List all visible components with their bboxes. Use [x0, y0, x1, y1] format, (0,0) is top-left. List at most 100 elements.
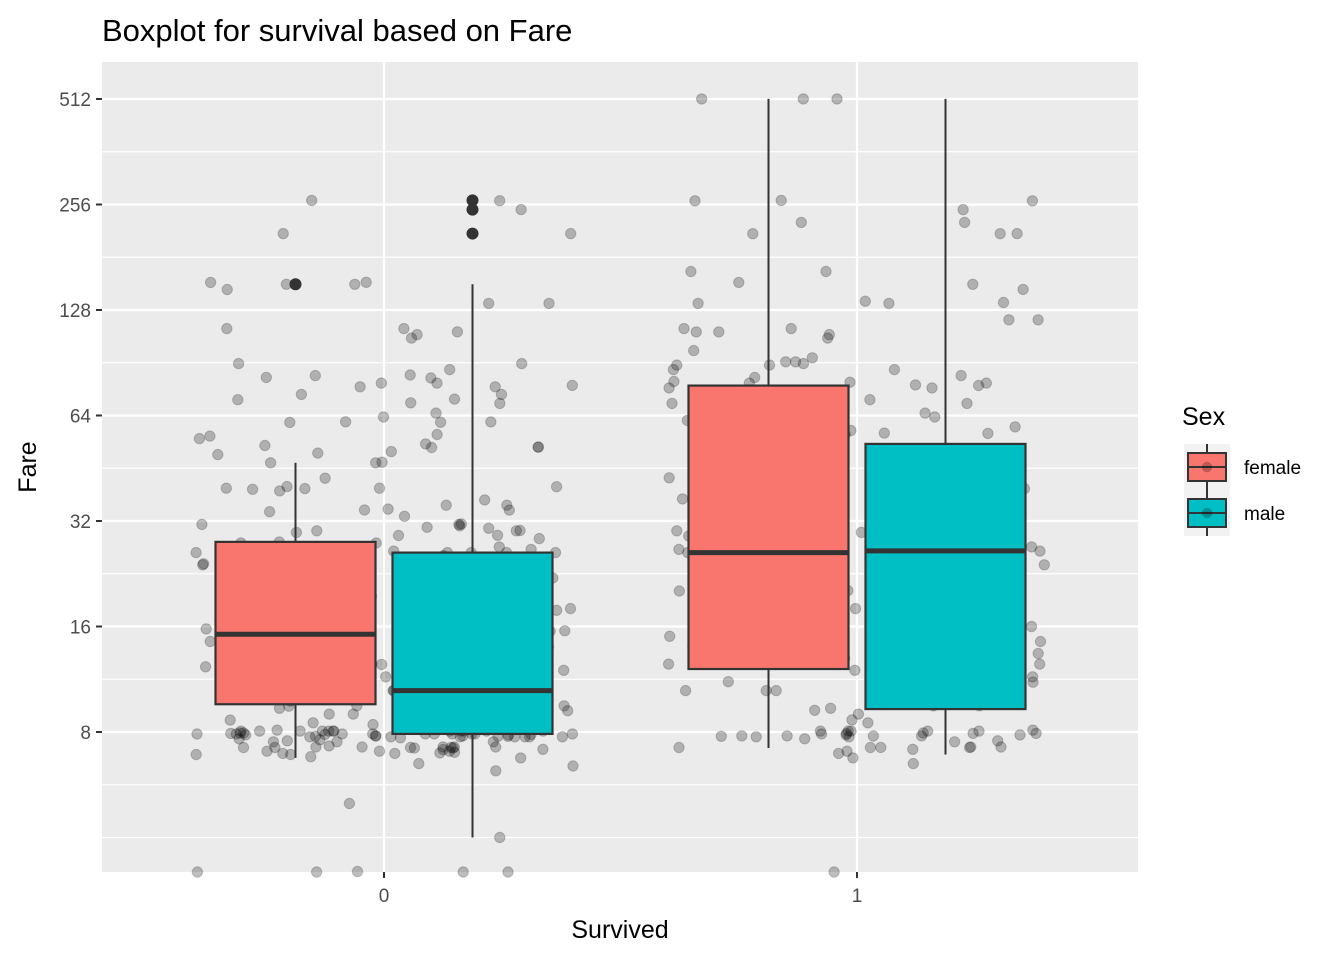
jitter-point — [815, 728, 828, 740]
jitter-point — [319, 472, 331, 484]
jitter-point — [864, 394, 876, 406]
jitter-point — [277, 747, 289, 760]
legend-label-male: male — [1244, 504, 1285, 525]
jitter-point — [398, 322, 410, 335]
jitter-point — [668, 375, 680, 388]
jitter-point — [907, 757, 919, 770]
jitter-point — [413, 757, 425, 770]
jitter-point — [809, 704, 821, 716]
jitter-point — [431, 377, 443, 389]
jitter-point — [806, 352, 818, 364]
jitter-point — [191, 728, 203, 740]
jitter-point — [775, 194, 787, 207]
jitter-point — [715, 730, 727, 742]
jitter-point — [770, 684, 782, 697]
jitter-point — [690, 326, 702, 338]
jitter-point — [260, 371, 272, 384]
jitter-point — [238, 727, 250, 739]
jitter-point — [299, 482, 311, 495]
jitter-point — [269, 741, 281, 754]
jitter-point — [878, 427, 890, 439]
jitter-point — [392, 529, 405, 542]
jitter-point — [221, 283, 233, 296]
jitter-point — [955, 369, 967, 382]
box-body — [391, 551, 554, 736]
jitter-point — [673, 543, 685, 556]
jitter-point — [1034, 658, 1046, 670]
jitter-point — [689, 195, 701, 207]
jitter-point — [688, 344, 700, 357]
jitter-point — [965, 741, 977, 753]
jitter-point — [973, 725, 985, 737]
jitter-point — [696, 93, 708, 105]
jitter-point — [319, 728, 331, 741]
jitter-point — [846, 714, 858, 726]
jitter-point — [909, 379, 922, 391]
jitter-point — [1034, 635, 1047, 648]
jitter-point — [235, 725, 247, 737]
jitter-point — [840, 729, 852, 741]
jitter-point — [479, 494, 491, 506]
jitter-point — [434, 747, 446, 759]
jitter-point — [849, 602, 862, 615]
jitter-point — [274, 485, 286, 497]
jitter-point — [1014, 729, 1026, 741]
jitter-point — [1032, 314, 1044, 326]
jitter-point — [367, 728, 379, 740]
jitter-point — [233, 733, 245, 745]
jitter-point — [204, 276, 217, 289]
jitter-point — [799, 733, 811, 745]
box-body — [864, 442, 1027, 711]
jitter-point — [408, 742, 421, 754]
jitter-point — [780, 356, 792, 368]
jitter-point — [197, 559, 209, 571]
jitter-point — [451, 326, 464, 338]
jitter-point — [437, 741, 449, 753]
jitter-point — [239, 729, 252, 741]
y-tick-label: 128 — [59, 301, 91, 322]
jitter-point — [515, 203, 527, 216]
legend-key-male — [1184, 490, 1230, 536]
jitter-point — [963, 741, 976, 754]
outlier-point — [466, 203, 479, 216]
jitter-point — [797, 93, 809, 105]
jitter-point — [824, 702, 837, 714]
jitter-point — [864, 741, 877, 754]
jitter-point — [331, 736, 343, 748]
jitter-point — [713, 326, 725, 338]
jitter-point — [454, 520, 466, 532]
jitter-point — [190, 748, 202, 761]
jitter-point — [760, 684, 772, 697]
legend-label-female: female — [1244, 458, 1301, 479]
jitter-point — [671, 525, 683, 537]
jitter-point — [347, 708, 359, 720]
jitter-point — [917, 727, 929, 739]
jitter-point — [733, 276, 745, 289]
jitter-point — [306, 194, 318, 207]
jitter-point — [564, 602, 577, 615]
jitter-point — [259, 439, 271, 452]
jitter-point — [448, 746, 461, 758]
x-axis-title: Survived — [571, 916, 668, 944]
jitter-point — [305, 751, 317, 763]
jitter-point — [447, 742, 459, 754]
jitter-point — [567, 760, 579, 772]
box-female-0 — [214, 278, 377, 758]
jitter-point — [376, 456, 388, 468]
box-male-0 — [391, 194, 554, 838]
jitter-point — [440, 499, 452, 511]
jitter-point — [919, 407, 931, 419]
jitter-point — [859, 295, 871, 307]
jitter-point — [994, 228, 1006, 240]
box-body — [687, 384, 850, 671]
jitter-point — [845, 725, 857, 737]
jitter-point — [494, 831, 506, 844]
jitter-point — [502, 866, 514, 878]
jitter-point — [323, 725, 335, 737]
jitter-point — [421, 521, 433, 533]
legend-key-point — [1201, 461, 1213, 473]
jitter-point — [304, 731, 316, 743]
jitter-point — [678, 322, 690, 335]
jitter-point — [565, 227, 577, 240]
